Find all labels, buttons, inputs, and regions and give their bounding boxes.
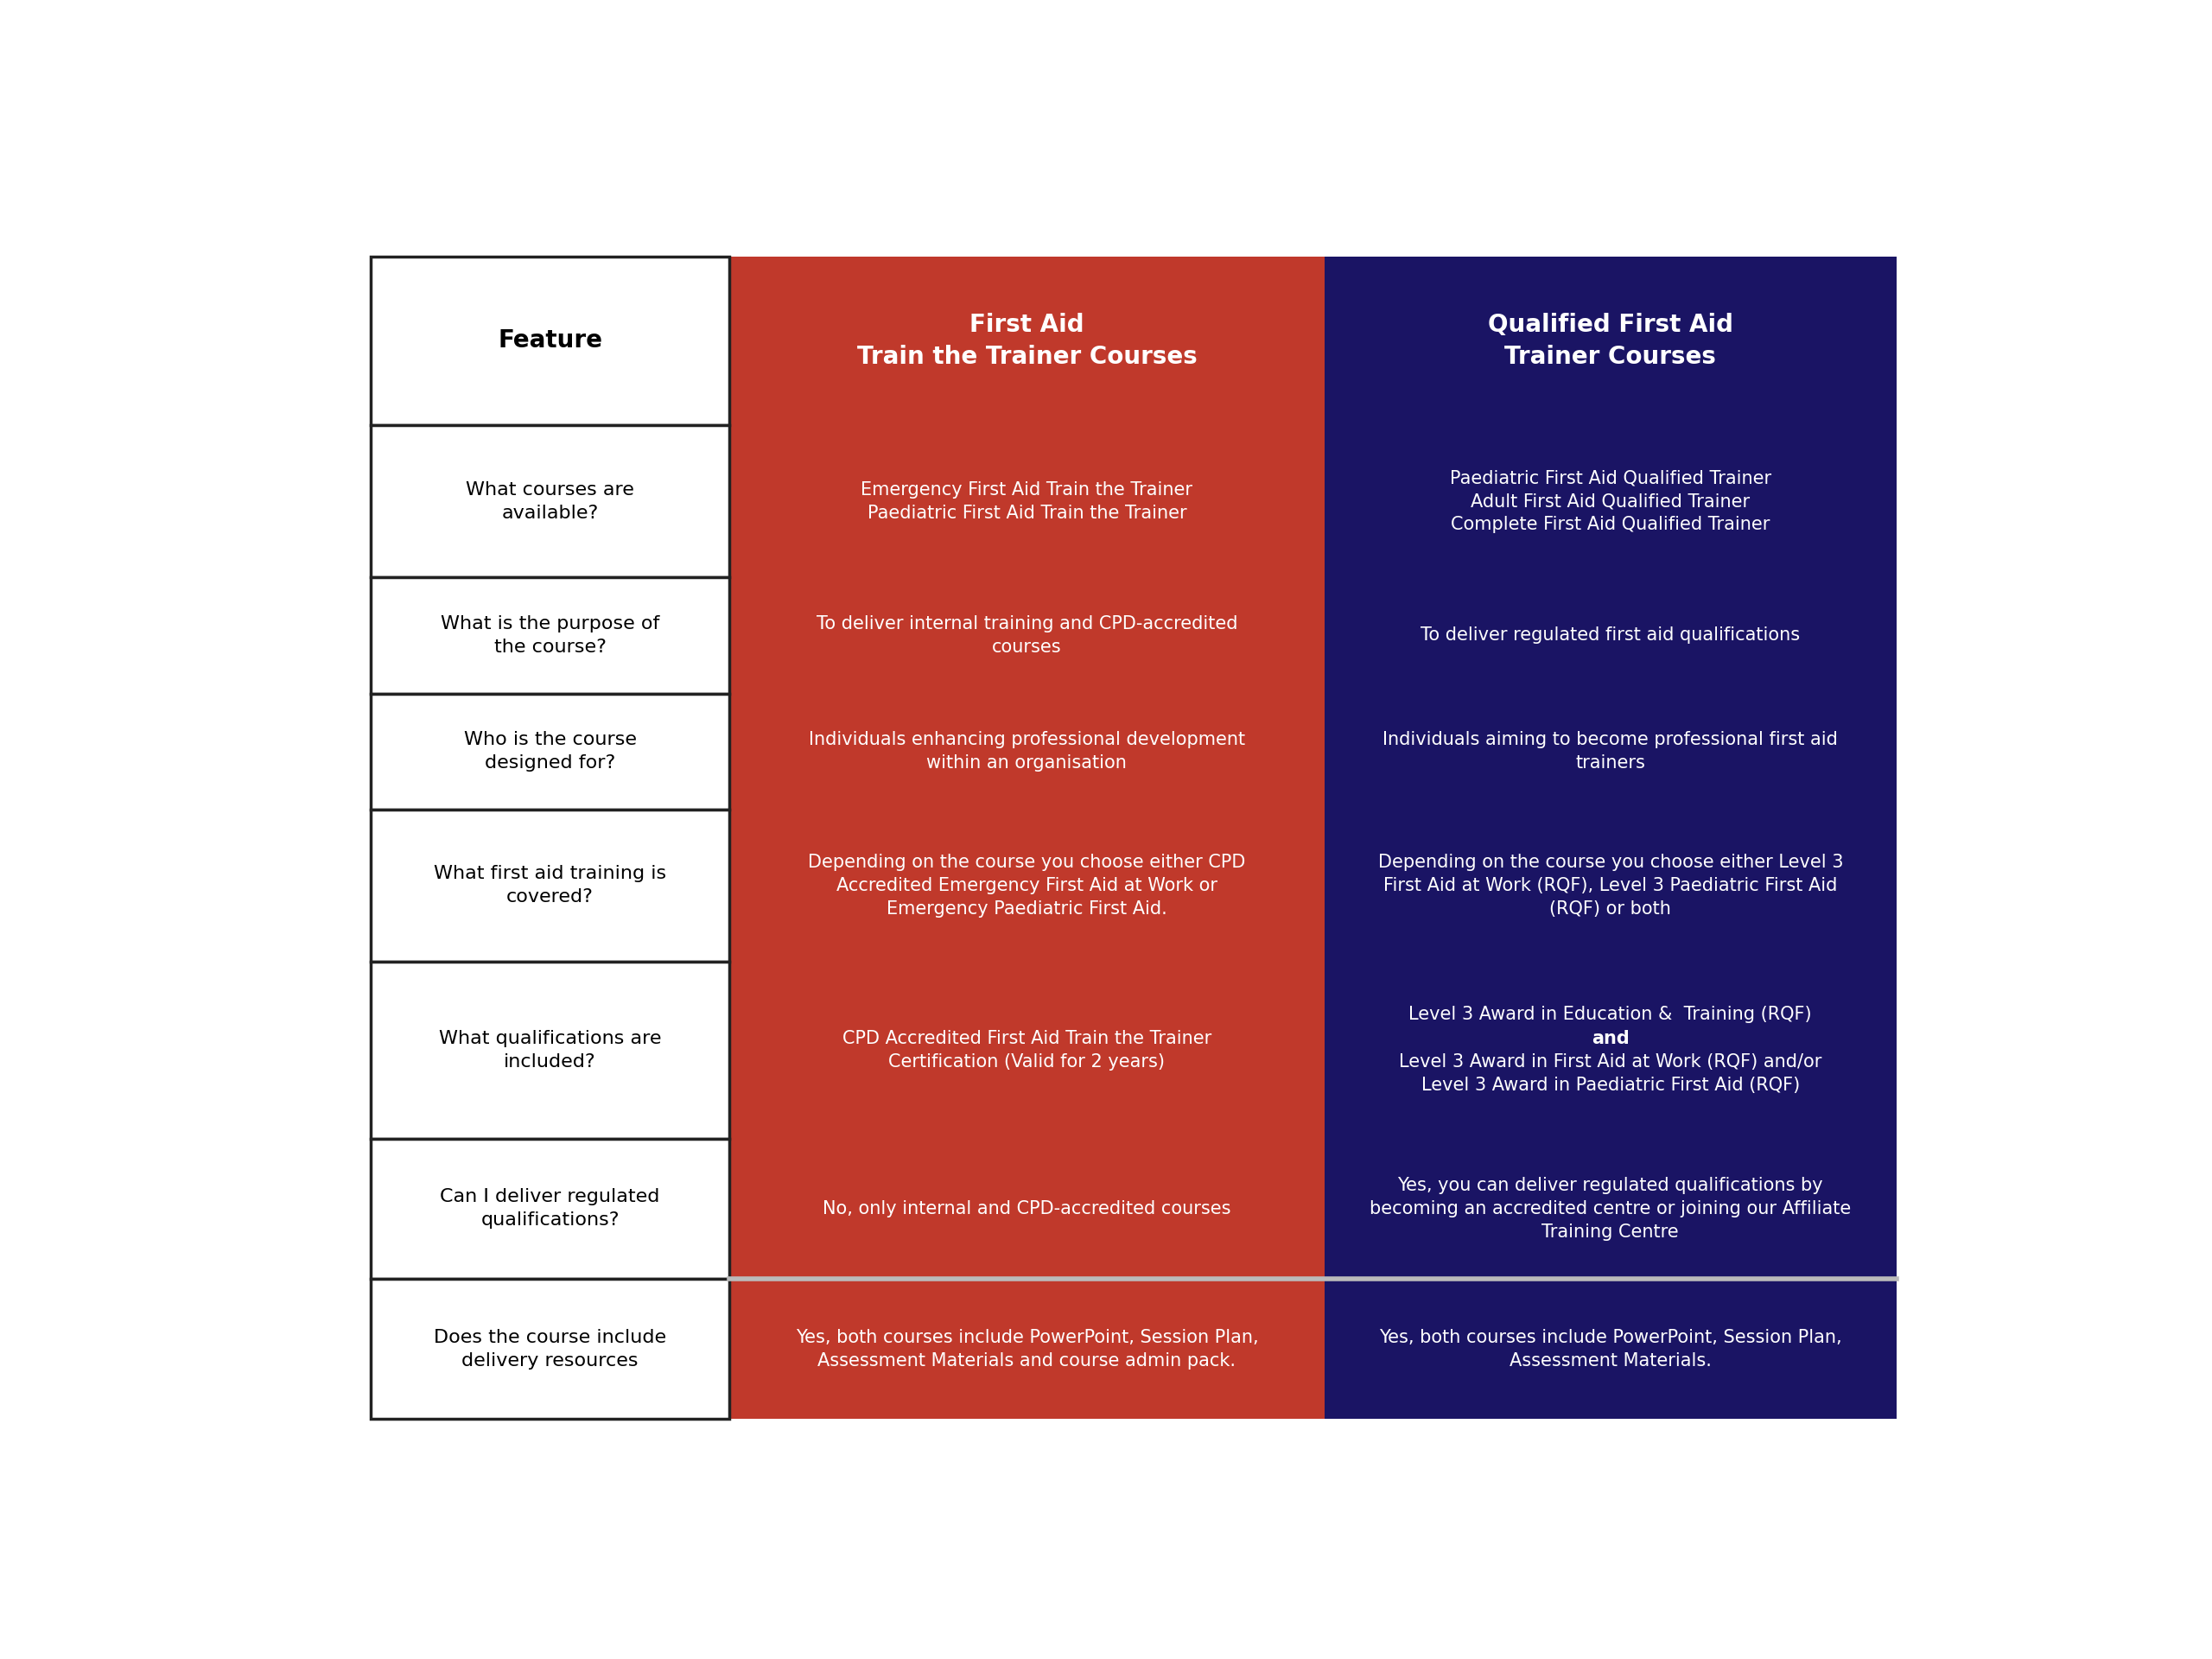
Bar xyxy=(730,425,1325,577)
Text: Feature: Feature xyxy=(498,328,602,353)
Text: Individuals enhancing professional development
within an organisation: Individuals enhancing professional devel… xyxy=(810,732,1245,771)
Bar xyxy=(730,577,1325,693)
Text: To deliver regulated first aid qualifications: To deliver regulated first aid qualifica… xyxy=(1420,627,1801,644)
Text: Who is the course
designed for?: Who is the course designed for? xyxy=(465,732,637,771)
Bar xyxy=(730,962,1325,1138)
Bar xyxy=(1325,1138,1896,1279)
Text: To deliver internal training and CPD-accredited
courses: To deliver internal training and CPD-acc… xyxy=(816,615,1237,655)
Text: Paediatric First Aid Qualified Trainer
Adult First Aid Qualified Trainer
Complet: Paediatric First Aid Qualified Trainer A… xyxy=(1449,469,1772,534)
Text: Level 3 Award in Paediatric First Aid (RQF): Level 3 Award in Paediatric First Aid (R… xyxy=(1420,1077,1801,1095)
Bar xyxy=(372,693,730,810)
Bar xyxy=(1325,577,1896,693)
Text: Level 3 Award in Education &  Training (RQF): Level 3 Award in Education & Training (R… xyxy=(1409,1005,1812,1024)
Text: Emergency First Aid Train the Trainer
Paediatric First Aid Train the Trainer: Emergency First Aid Train the Trainer Pa… xyxy=(860,481,1192,521)
Bar xyxy=(372,1279,730,1418)
Bar xyxy=(730,257,1325,425)
Bar xyxy=(372,962,730,1138)
Bar xyxy=(730,1138,1325,1279)
Text: Yes, both courses include PowerPoint, Session Plan,
Assessment Materials and cou: Yes, both courses include PowerPoint, Se… xyxy=(796,1329,1259,1369)
Bar xyxy=(372,425,730,577)
Text: What courses are
available?: What courses are available? xyxy=(467,481,635,521)
Text: First Aid
Train the Trainer Courses: First Aid Train the Trainer Courses xyxy=(856,312,1197,370)
Bar xyxy=(1325,425,1896,577)
Bar xyxy=(372,257,730,425)
Bar xyxy=(730,810,1325,962)
Bar xyxy=(1325,693,1896,810)
Bar xyxy=(1325,962,1896,1138)
Text: Individuals aiming to become professional first aid
trainers: Individuals aiming to become professiona… xyxy=(1382,732,1838,771)
Text: Qualified First Aid
Trainer Courses: Qualified First Aid Trainer Courses xyxy=(1489,312,1734,370)
Text: Depending on the course you choose either CPD
Accredited Emergency First Aid at : Depending on the course you choose eithe… xyxy=(807,853,1245,917)
Bar xyxy=(372,257,730,425)
Bar xyxy=(372,577,730,693)
Bar xyxy=(1325,1279,1896,1418)
Text: What qualifications are
included?: What qualifications are included? xyxy=(438,1030,661,1070)
Bar xyxy=(372,1138,730,1279)
Text: Can I deliver regulated
qualifications?: Can I deliver regulated qualifications? xyxy=(440,1188,659,1229)
Text: What is the purpose of
the course?: What is the purpose of the course? xyxy=(440,615,659,655)
Text: and: and xyxy=(1593,1030,1630,1047)
Text: Depending on the course you choose either Level 3
First Aid at Work (RQF), Level: Depending on the course you choose eithe… xyxy=(1378,853,1843,917)
Text: Level 3 Award in First Aid at Work (RQF) and/or: Level 3 Award in First Aid at Work (RQF)… xyxy=(1398,1053,1823,1070)
Text: What first aid training is
covered?: What first aid training is covered? xyxy=(434,864,666,906)
Text: Yes, you can deliver regulated qualifications by
becoming an accredited centre o: Yes, you can deliver regulated qualifica… xyxy=(1369,1176,1851,1241)
Bar xyxy=(372,810,730,962)
Text: CPD Accredited First Aid Train the Trainer
Certification (Valid for 2 years): CPD Accredited First Aid Train the Train… xyxy=(843,1030,1212,1070)
Bar xyxy=(1325,810,1896,962)
Text: Does the course include
delivery resources: Does the course include delivery resourc… xyxy=(434,1329,666,1369)
Text: No, only internal and CPD-accredited courses: No, only internal and CPD-accredited cou… xyxy=(823,1199,1232,1218)
Bar xyxy=(1325,257,1896,425)
Bar xyxy=(730,693,1325,810)
Text: Yes, both courses include PowerPoint, Session Plan,
Assessment Materials.: Yes, both courses include PowerPoint, Se… xyxy=(1378,1329,1843,1369)
Bar xyxy=(730,1279,1325,1418)
